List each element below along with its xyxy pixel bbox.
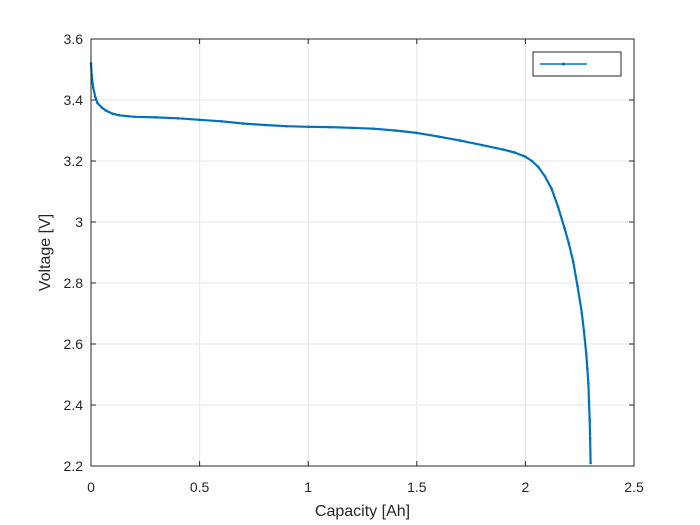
data-point — [154, 116, 158, 119]
y-tick-label: 3.2 — [64, 153, 84, 169]
data-point — [285, 124, 288, 128]
data-point — [241, 122, 245, 125]
data-point — [580, 312, 584, 315]
data-point — [458, 139, 462, 142]
x-tick-label: 1 — [304, 479, 312, 495]
y-tick-label: 2.8 — [64, 275, 84, 291]
data-point — [96, 101, 99, 105]
data-point — [550, 187, 553, 190]
data-point — [587, 382, 590, 385]
data-point — [513, 151, 516, 154]
data-point — [437, 135, 440, 138]
data-point — [543, 174, 547, 178]
x-axis-label: Capacity [Ah] — [315, 503, 410, 520]
data-point — [372, 127, 375, 130]
x-tick-label: 2 — [522, 479, 530, 495]
series-layer — [89, 62, 592, 465]
data-point — [586, 367, 589, 370]
y-tick-label: 2.2 — [64, 458, 84, 474]
data-point — [350, 126, 353, 130]
data-point — [117, 113, 121, 117]
data-point — [133, 115, 136, 119]
y-axis-label: Voltage [V] — [37, 214, 54, 291]
y-tick-label: 3 — [75, 214, 83, 230]
y-tick-label: 3.6 — [64, 31, 84, 47]
data-point — [263, 123, 267, 127]
y-tick-label: 3.4 — [64, 92, 84, 108]
data-point — [100, 106, 104, 109]
y-tick-label: 2.6 — [64, 336, 84, 352]
x-tick-label: 1.5 — [407, 479, 427, 495]
data-point — [480, 143, 484, 147]
data-point — [582, 330, 586, 334]
data-point — [567, 242, 571, 245]
data-point — [220, 120, 223, 123]
data-point — [588, 437, 592, 440]
data-point — [556, 205, 560, 209]
data-point — [306, 125, 310, 129]
data-point — [537, 165, 540, 169]
data-point — [530, 159, 534, 163]
data-point — [393, 129, 397, 132]
y-tick-label: 2.4 — [64, 397, 84, 413]
data-point — [111, 112, 115, 116]
data-point — [104, 109, 108, 112]
data-point — [589, 461, 592, 465]
data-point — [524, 155, 527, 159]
data-point — [584, 351, 588, 355]
data-point — [328, 125, 332, 129]
x-tick-label: 0.5 — [190, 479, 210, 495]
legend-swatch-marker — [562, 62, 565, 66]
data-point — [576, 284, 579, 288]
data-point — [571, 260, 575, 263]
legend — [532, 51, 622, 77]
data-point — [563, 226, 566, 230]
data-point — [94, 95, 97, 99]
data-point — [126, 114, 130, 118]
data-point — [91, 86, 95, 90]
x-tick-label: 2.5 — [624, 479, 644, 495]
x-tick-label: 0 — [87, 479, 95, 495]
data-point — [198, 118, 201, 122]
data-point — [176, 117, 180, 120]
plot-area-border — [90, 38, 635, 467]
ticks: 0 0.5 1 1.5 2 2.5 2.2 2.4 2.6 2.8 3 3.2 3.4 3.6 — [64, 31, 644, 495]
plot-area-background — [91, 39, 634, 466]
data-point — [587, 400, 591, 404]
data-point — [502, 148, 505, 152]
data-point — [588, 418, 591, 422]
data-point — [415, 131, 419, 135]
